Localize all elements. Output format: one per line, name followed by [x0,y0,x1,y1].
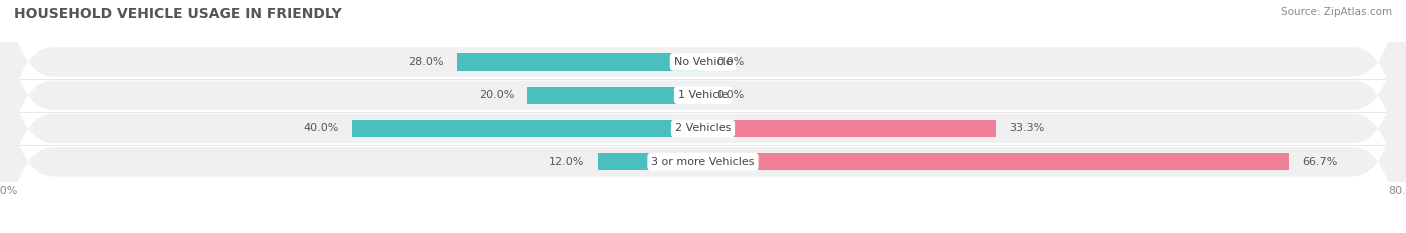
Text: HOUSEHOLD VEHICLE USAGE IN FRIENDLY: HOUSEHOLD VEHICLE USAGE IN FRIENDLY [14,7,342,21]
Text: 28.0%: 28.0% [408,57,444,67]
Bar [457,53,703,71]
Bar [703,120,995,137]
Text: 2 Vehicles: 2 Vehicles [675,123,731,134]
Text: Source: ZipAtlas.com: Source: ZipAtlas.com [1281,7,1392,17]
Text: No Vehicle: No Vehicle [673,57,733,67]
Text: 3 or more Vehicles: 3 or more Vehicles [651,157,755,167]
Text: 66.7%: 66.7% [1302,157,1337,167]
Text: 20.0%: 20.0% [478,90,515,100]
Text: 40.0%: 40.0% [302,123,339,134]
Bar [703,153,1289,170]
Text: 0.0%: 0.0% [716,90,744,100]
Bar [598,153,703,170]
Bar [352,120,703,137]
Text: 0.0%: 0.0% [716,57,744,67]
Bar [527,86,703,104]
Text: 12.0%: 12.0% [548,157,585,167]
Text: 33.3%: 33.3% [1010,123,1045,134]
Text: 1 Vehicle: 1 Vehicle [678,90,728,100]
